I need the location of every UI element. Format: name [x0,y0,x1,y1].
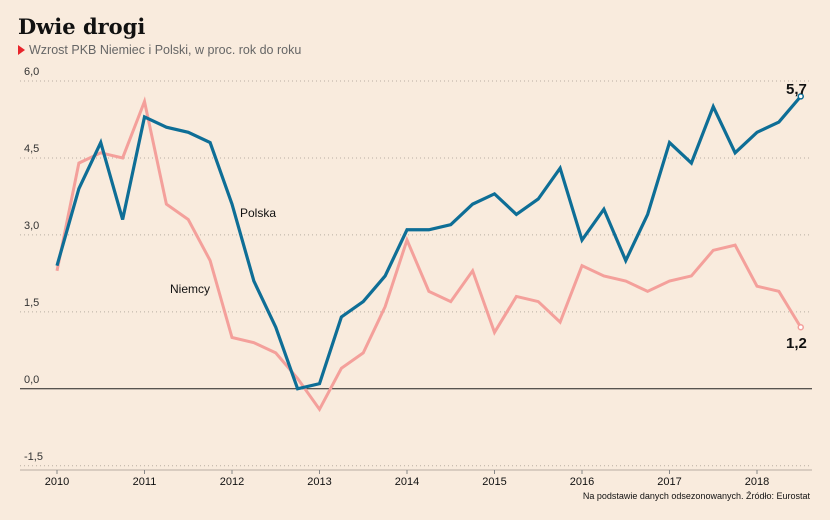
end-value-polska: 5,7 [786,81,807,98]
x-tick-label: 2015 [482,476,506,488]
x-tick-label: 2014 [395,476,419,488]
end-point-niemcy [798,325,803,330]
y-tick-label: 0,0 [24,374,39,386]
y-tick-label: -1,5 [24,451,43,463]
line-chart: 6,0 4,5 3,0 1,5 0,0 -1,5 2010 2011 2012 2013 2014 2… [0,0,830,520]
y-tick-label: 6,0 [24,66,39,78]
series-line-polska [57,96,801,388]
x-tick-label: 2010 [45,476,69,488]
x-tick-label: 2016 [570,476,594,488]
x-tick-label: 2012 [220,476,244,488]
source-note: Na podstawie danych odsezonowanych. Źród… [583,491,810,501]
y-tick-label: 3,0 [24,220,39,232]
series-label-niemcy: Niemcy [170,282,210,296]
x-tick-label: 2018 [745,476,769,488]
end-value-niemcy: 1,2 [786,335,807,352]
y-tick-label: 1,5 [24,297,39,309]
x-tick-label: 2011 [133,476,157,488]
y-tick-label: 4,5 [24,143,39,155]
series-label-polska: Polska [240,206,276,220]
series-line-niemcy [57,102,801,410]
x-tick-label: 2013 [307,476,331,488]
x-tick-label: 2017 [657,476,681,488]
